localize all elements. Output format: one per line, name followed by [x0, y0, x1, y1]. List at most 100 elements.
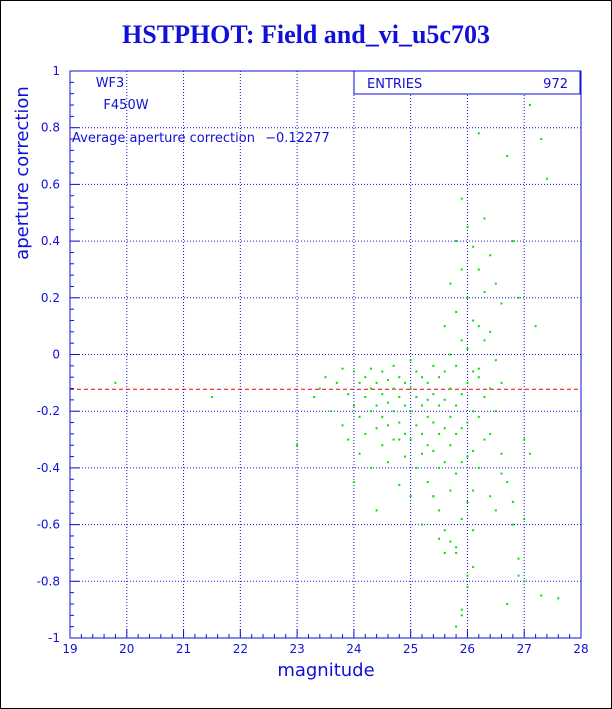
- data-point: [443, 370, 446, 373]
- data-point: [313, 396, 316, 399]
- y-tick-label: 0.4: [41, 234, 60, 248]
- data-point: [364, 432, 367, 435]
- data-point: [517, 296, 520, 299]
- data-point: [489, 495, 492, 498]
- data-point: [443, 551, 446, 554]
- data-point: [511, 240, 514, 243]
- data-point: [483, 438, 486, 441]
- filter-label: F450W: [103, 98, 148, 113]
- data-point: [426, 444, 429, 447]
- x-tick-label: 22: [233, 642, 248, 656]
- data-point: [472, 319, 475, 322]
- y-tick-label: -0.2: [37, 404, 60, 418]
- data-point: [381, 393, 384, 396]
- data-point: [426, 481, 429, 484]
- data-point: [330, 410, 333, 413]
- data-point: [398, 376, 401, 379]
- data-point: [432, 495, 435, 498]
- data-point: [460, 427, 463, 430]
- data-point: [375, 404, 378, 407]
- data-point: [375, 427, 378, 430]
- data-point: [449, 540, 452, 543]
- data-point: [364, 396, 367, 399]
- data-point: [545, 177, 548, 180]
- data-point: [432, 449, 435, 452]
- data-point: [449, 353, 452, 356]
- x-tick-label: 20: [119, 642, 134, 656]
- data-point: [398, 396, 401, 399]
- data-point: [369, 367, 372, 370]
- data-point: [511, 500, 514, 503]
- data-point: [296, 444, 299, 447]
- data-point: [432, 421, 435, 424]
- data-point: [369, 466, 372, 469]
- data-point: [381, 415, 384, 418]
- data-point: [443, 427, 446, 430]
- data-point: [477, 268, 480, 271]
- y-tick-label: -0.6: [37, 518, 60, 532]
- data-point: [318, 387, 321, 390]
- y-axis-title: aperture correction: [12, 86, 33, 260]
- data-point: [477, 415, 480, 418]
- data-point: [483, 217, 486, 220]
- data-point: [347, 393, 350, 396]
- data-point: [386, 401, 389, 404]
- data-point: [460, 268, 463, 271]
- data-point: [466, 381, 469, 384]
- data-point: [500, 472, 503, 475]
- data-point: [415, 466, 418, 469]
- x-tick-label: 28: [573, 642, 588, 656]
- y-tick-label: 0.2: [41, 291, 60, 305]
- data-point: [364, 376, 367, 379]
- data-point: [517, 557, 520, 560]
- data-point: [381, 444, 384, 447]
- data-point: [438, 509, 441, 512]
- data-point: [449, 444, 452, 447]
- data-point: [523, 580, 526, 583]
- data-point: [369, 387, 372, 390]
- y-tick-label: 0.6: [41, 177, 60, 191]
- data-point: [489, 387, 492, 390]
- data-point: [352, 404, 355, 407]
- data-point: [489, 330, 492, 333]
- data-point: [369, 410, 372, 413]
- data-point: [403, 381, 406, 384]
- x-tick-label: 23: [289, 642, 304, 656]
- data-point: [449, 282, 452, 285]
- data-point: [352, 370, 355, 373]
- x-tick-label: 27: [517, 642, 532, 656]
- data-point: [472, 489, 475, 492]
- data-point: [500, 381, 503, 384]
- annotations: WF3 F450W Average aperture correction −0…: [72, 70, 581, 146]
- data-point: [409, 359, 412, 362]
- data-point: [375, 381, 378, 384]
- data-point: [466, 585, 469, 588]
- data-point: [472, 529, 475, 532]
- data-point: [472, 449, 475, 452]
- data-point: [324, 376, 327, 379]
- data-point: [455, 625, 458, 628]
- data-point: [472, 245, 475, 248]
- data-point: [415, 396, 418, 399]
- data-point: [494, 509, 497, 512]
- data-point: [358, 381, 361, 384]
- data-point: [432, 364, 435, 367]
- data-point: [443, 529, 446, 532]
- data-point: [460, 614, 463, 617]
- x-tick-label: 26: [460, 642, 475, 656]
- average-annotation-label: Average aperture correction: [72, 131, 255, 146]
- data-point: [438, 432, 441, 435]
- data-point: [341, 424, 344, 427]
- data-point: [477, 367, 480, 370]
- data-point: [449, 387, 452, 390]
- data-point: [528, 452, 531, 455]
- data-point: [460, 461, 463, 464]
- data-point: [460, 393, 463, 396]
- x-axis-title: magnitude: [277, 660, 374, 681]
- data-point: [523, 438, 526, 441]
- data-point: [392, 410, 395, 413]
- data-point: [438, 404, 441, 407]
- data-point: [386, 461, 389, 464]
- data-point: [352, 481, 355, 484]
